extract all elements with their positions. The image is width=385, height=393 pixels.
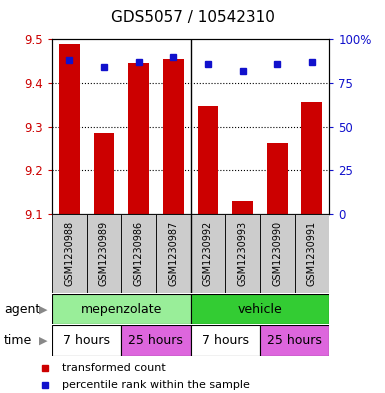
Text: GSM1230986: GSM1230986 — [134, 221, 144, 286]
Text: GSM1230990: GSM1230990 — [272, 221, 282, 286]
Bar — [52, 325, 121, 356]
Text: time: time — [4, 334, 32, 347]
Text: ▶: ▶ — [39, 336, 47, 346]
Bar — [191, 325, 260, 356]
Bar — [121, 325, 191, 356]
Bar — [260, 214, 295, 293]
Bar — [121, 214, 156, 293]
Text: GSM1230991: GSM1230991 — [307, 221, 317, 286]
Text: GSM1230992: GSM1230992 — [203, 221, 213, 286]
Bar — [225, 214, 260, 293]
Text: GSM1230988: GSM1230988 — [64, 221, 74, 286]
Text: mepenzolate: mepenzolate — [80, 303, 162, 316]
Bar — [156, 214, 191, 293]
Text: ▶: ▶ — [39, 304, 47, 314]
Bar — [128, 63, 149, 214]
Bar — [52, 214, 87, 293]
Text: GDS5057 / 10542310: GDS5057 / 10542310 — [110, 10, 275, 25]
Text: 7 hours: 7 hours — [202, 334, 249, 347]
Bar — [59, 44, 80, 214]
Text: agent: agent — [4, 303, 40, 316]
Text: GSM1230993: GSM1230993 — [238, 221, 248, 286]
Bar — [52, 294, 191, 324]
Bar — [260, 325, 329, 356]
Text: 7 hours: 7 hours — [63, 334, 110, 347]
Bar — [87, 214, 121, 293]
Text: transformed count: transformed count — [62, 362, 166, 373]
Text: 25 hours: 25 hours — [129, 334, 183, 347]
Bar — [301, 102, 322, 214]
Text: GSM1230989: GSM1230989 — [99, 221, 109, 286]
Text: GSM1230987: GSM1230987 — [168, 221, 178, 286]
Text: 25 hours: 25 hours — [267, 334, 322, 347]
Bar — [198, 106, 218, 214]
Text: percentile rank within the sample: percentile rank within the sample — [62, 380, 250, 390]
Bar — [191, 214, 225, 293]
Bar — [232, 201, 253, 214]
Bar — [295, 214, 329, 293]
Bar — [267, 143, 288, 214]
Text: vehicle: vehicle — [238, 303, 282, 316]
Bar — [191, 294, 329, 324]
Bar — [163, 59, 184, 214]
Bar — [94, 133, 114, 214]
